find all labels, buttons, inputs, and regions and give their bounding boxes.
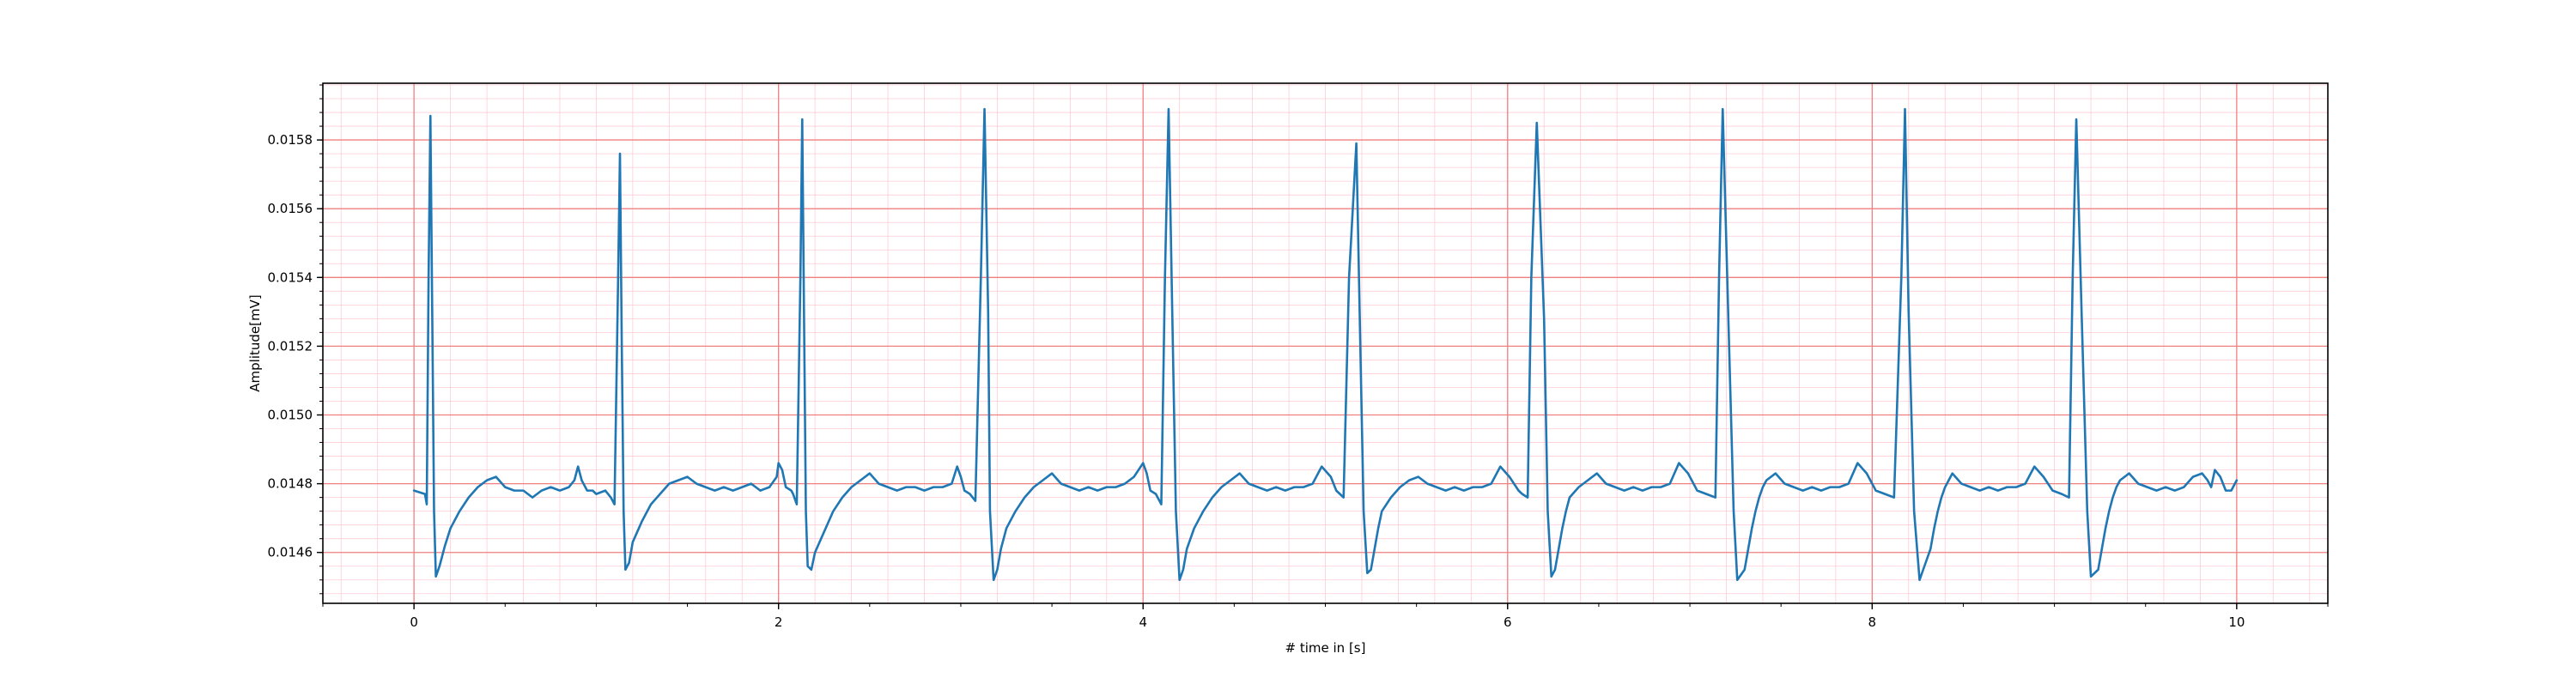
y-tick-label: 0.0158: [268, 132, 313, 148]
x-tick-label: 2: [775, 614, 783, 630]
y-axis-label: Amplitude[mV]: [247, 294, 263, 391]
x-tick-label: 8: [1868, 614, 1877, 630]
ecg-line: [412, 107, 2239, 582]
x-tick-label: 10: [2228, 614, 2245, 630]
x-tick-label: 0: [410, 614, 418, 630]
y-axis: 0.0146 0.0148 0.0150 0.0152 0.0154 0.0156 0.01…: [268, 84, 323, 595]
x-axis: 0 2 4 6 8 10: [322, 603, 2329, 630]
x-axis-label: # time in [s]: [1285, 640, 1366, 656]
y-tick-label: 0.0152: [268, 338, 313, 354]
y-tick-label: 0.0154: [268, 269, 313, 285]
x-tick-label: 6: [1504, 614, 1512, 630]
major-grid: [323, 83, 2328, 603]
y-tick-label: 0.0146: [268, 545, 313, 560]
y-tick-label: 0.0150: [268, 408, 313, 423]
x-tick-label: 4: [1139, 614, 1147, 630]
ecg-series: [412, 107, 2239, 582]
y-tick-label: 0.0148: [268, 476, 313, 492]
y-tick-label: 0.0156: [268, 201, 313, 216]
